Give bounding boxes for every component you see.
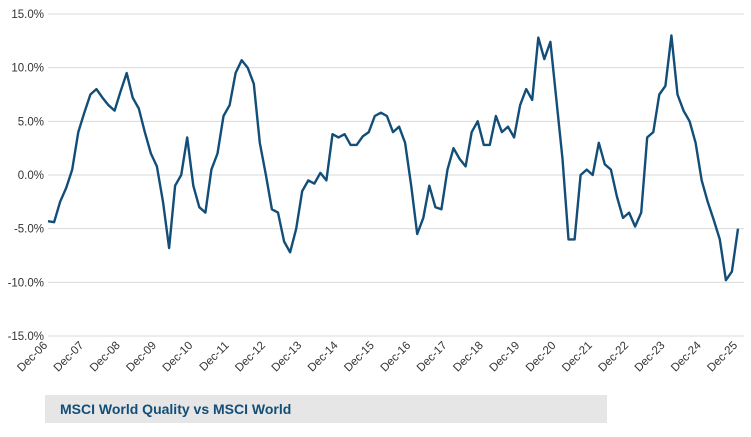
x-tick-label: Dec-09 bbox=[124, 340, 159, 375]
y-tick-label: 15.0% bbox=[11, 9, 44, 21]
y-tick-label: -5.0% bbox=[14, 224, 44, 236]
x-tick-label: Dec-20 bbox=[524, 340, 559, 375]
x-tick-label: Dec-18 bbox=[451, 340, 486, 375]
x-tick-label: Dec-08 bbox=[88, 340, 123, 375]
y-tick-label: 10.0% bbox=[11, 63, 44, 75]
x-tick-label: Dec-24 bbox=[669, 339, 704, 374]
y-tick-label: 0.0% bbox=[18, 170, 44, 182]
series-line bbox=[47, 34, 740, 282]
x-tick-label: Dec-11 bbox=[198, 340, 232, 374]
x-tick-label: Dec-06 bbox=[15, 340, 50, 375]
legend-label: MSCI World Quality vs MSCI World bbox=[60, 401, 291, 417]
y-tick-label: -10.0% bbox=[8, 277, 44, 289]
y-tick-label: -15.0% bbox=[8, 331, 44, 343]
x-tick-label: Dec-14 bbox=[306, 339, 341, 374]
x-tick-label: Dec-16 bbox=[379, 340, 414, 375]
y-tick-label: 5.0% bbox=[18, 116, 44, 128]
x-tick-label: Dec-22 bbox=[596, 340, 631, 375]
x-tick-label: Dec-19 bbox=[488, 340, 523, 375]
x-tick-label: Dec-12 bbox=[233, 340, 268, 375]
x-tick-label: Dec-23 bbox=[633, 340, 668, 375]
x-tick-label: Dec-10 bbox=[161, 340, 196, 375]
x-tick-label: Dec-25 bbox=[705, 340, 740, 375]
legend-box bbox=[45, 395, 607, 423]
x-tick-label: Dec-15 bbox=[342, 340, 377, 375]
x-tick-label: Dec-17 bbox=[415, 340, 450, 375]
x-tick-label: Dec-21 bbox=[560, 340, 595, 375]
x-tick-label: Dec-13 bbox=[270, 340, 305, 375]
x-tick-label: Dec-07 bbox=[52, 340, 87, 375]
